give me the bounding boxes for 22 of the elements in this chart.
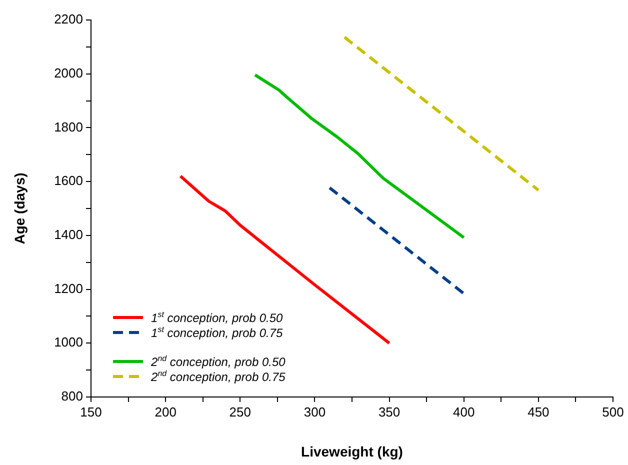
x-tick-label: 200 (154, 404, 176, 420)
legend-label: 2$^{nd}$ conception, prob 0.75 (151, 369, 286, 384)
x-tick-label: 300 (304, 404, 326, 420)
legend-label: 2$^{nd}$ conception, prob 0.50 (151, 354, 286, 369)
y-tick-label: 800 (61, 388, 83, 404)
legend-label: 1$^{st}$ conception, prob 0.75 (151, 325, 283, 340)
y-tick-label: 1200 (54, 280, 83, 296)
y-tick-label: 1400 (54, 227, 83, 242)
x-tick-label: 250 (229, 404, 251, 420)
y-tick-label: 1800 (54, 119, 83, 134)
legend-label: 1$^{st}$ conception, prob 0.50 (151, 310, 283, 325)
y-tick-label: 1000 (54, 334, 83, 350)
x-tick-label: 400 (453, 404, 475, 420)
y-tick-label: 1600 (54, 173, 83, 188)
x-tick-label: 150 (80, 404, 102, 420)
y-tick-label: 2200 (54, 12, 83, 27)
y-axis-title: Age (days) (11, 172, 28, 244)
x-tick-label: 500 (602, 404, 624, 420)
x-axis-title: Liveweight (kg) (301, 443, 403, 460)
x-tick-label: 350 (378, 404, 400, 420)
y-tick-label: 2000 (54, 65, 83, 80)
x-tick-label: 450 (528, 404, 550, 420)
